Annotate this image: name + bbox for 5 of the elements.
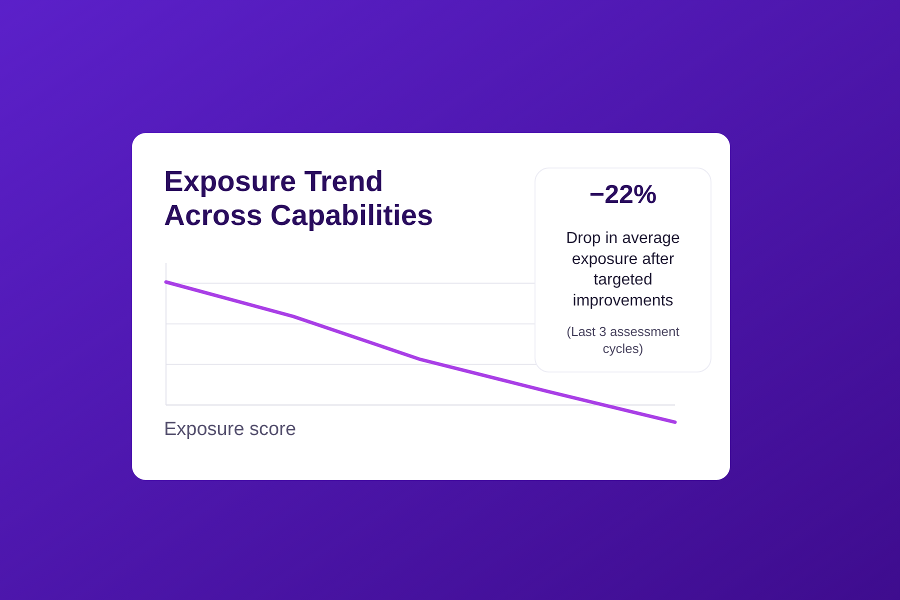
annotation: (Last 3 assessment cycles) [566,324,680,356]
x-axis-title: Exposure score [164,419,296,440]
chart-title: Exposure Trend Across Capabilities [164,166,434,232]
text: −22% [589,179,657,209]
annotation: Drop in average exposure after targeted improvements [566,230,680,310]
